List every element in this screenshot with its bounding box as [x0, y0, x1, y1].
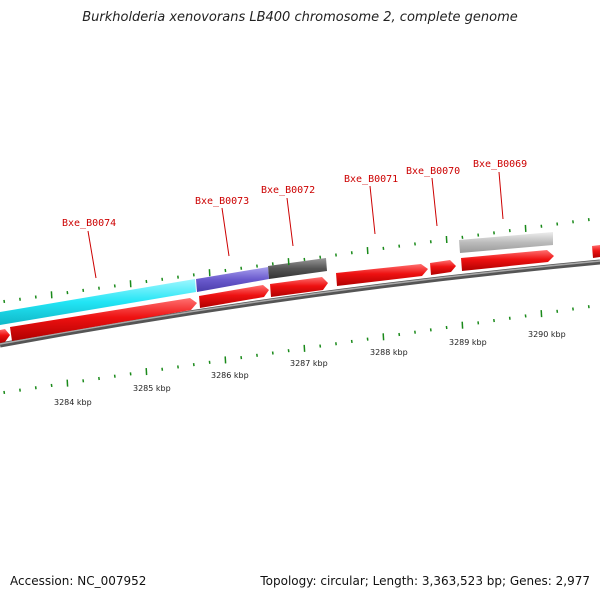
gene-arrow — [199, 285, 269, 308]
gene-arrow — [0, 329, 10, 343]
feature-purple — [196, 267, 269, 292]
genome-backbone — [0, 259, 600, 348]
feature-light — [459, 232, 553, 253]
gene-label: Bxe_B0072 — [261, 185, 315, 196]
gene-arrow — [10, 298, 197, 341]
gene-arrow — [461, 250, 554, 271]
map-title: Burkholderia xenovorans LB400 chromosome… — [82, 10, 518, 25]
gene-arrow — [592, 245, 600, 258]
label-leader-line — [498, 171, 504, 220]
kbp-label: 3284 kbp — [54, 398, 92, 407]
kbp-label: 3287 kbp — [290, 359, 328, 368]
accession-text: Accession: NC_007952 — [10, 574, 147, 588]
gene-arrow — [270, 277, 328, 297]
gene-arrow — [430, 260, 456, 275]
kbp-label: 3288 kbp — [370, 348, 408, 357]
gene-label: Bxe_B0073 — [195, 196, 249, 207]
genome-summary-text: Topology: circular; Length: 3,363,523 bp… — [260, 574, 590, 588]
label-leader-line — [286, 197, 294, 247]
gene-label: Bxe_B0071 — [344, 174, 398, 185]
outer-tick-row — [3, 217, 590, 304]
kbp-label: 3289 kbp — [449, 338, 487, 347]
feature-dark — [268, 258, 327, 279]
kbp-label: 3285 kbp — [133, 384, 171, 393]
scale-tick-row — [3, 305, 590, 395]
gene-label: Bxe_B0074 — [62, 218, 116, 229]
gene-arrow — [336, 264, 428, 286]
feature-cyan — [0, 279, 196, 325]
gene-label: Bxe_B0069 — [473, 159, 527, 170]
genome-backbone-highlight — [0, 260, 600, 345]
kbp-label: 3286 kbp — [211, 371, 249, 380]
label-leader-line — [87, 230, 97, 279]
gene-label: Bxe_B0070 — [406, 166, 460, 177]
label-leader-line — [369, 185, 376, 235]
kbp-label: 3290 kbp — [528, 330, 566, 339]
label-leader-line — [221, 207, 230, 257]
label-leader-line — [431, 177, 438, 227]
